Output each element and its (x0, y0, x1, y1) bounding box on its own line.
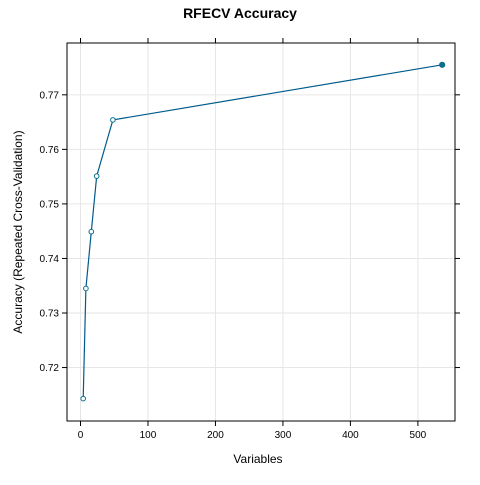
x-tick-label-2: 200 (207, 430, 224, 441)
x-axis-label: Variables (233, 452, 282, 466)
data-point-4 (111, 118, 116, 123)
x-tick-label-0: 0 (78, 430, 84, 441)
series-line-0 (83, 65, 442, 399)
data-point-5 (440, 62, 445, 67)
x-tick-label-3: 300 (275, 430, 292, 441)
data-point-0 (81, 396, 86, 401)
x-tick-label-1: 100 (140, 430, 157, 441)
y-tick-label-4: 0.76 (40, 145, 60, 156)
grid-lines (67, 43, 455, 421)
y-tick-label-1: 0.73 (40, 309, 60, 320)
y-tick-label-5: 0.77 (40, 90, 60, 101)
data-point-3 (94, 174, 99, 179)
y-tick-label-2: 0.74 (40, 254, 60, 265)
chart-title: RFECV Accuracy (183, 5, 297, 21)
y-axis-label: Accuracy (Repeated Cross-Validation) (11, 130, 25, 333)
plot-frame (67, 43, 455, 421)
data-point-2 (89, 229, 94, 234)
series (81, 62, 445, 401)
y-tick-label-0: 0.72 (40, 363, 60, 374)
y-tick-label-3: 0.75 (40, 199, 60, 210)
x-tick-label-4: 400 (342, 430, 359, 441)
axes: 0 100 200 300 400 500 0.72 0.73 0.74 0.75 0.76 0.77 (40, 38, 460, 441)
x-tick-label-5: 500 (410, 430, 427, 441)
data-point-1 (84, 286, 89, 291)
